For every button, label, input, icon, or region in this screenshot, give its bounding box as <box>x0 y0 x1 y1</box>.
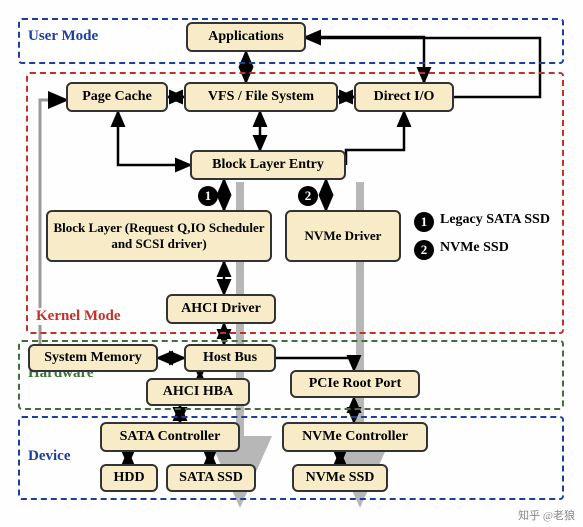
node-system-memory: System Memory <box>28 344 158 372</box>
node-host-bus: Host Bus <box>184 344 276 372</box>
badge-b2: 2 <box>298 186 318 206</box>
node-direct-io: Direct I/O <box>354 82 454 112</box>
badge-b1: 1 <box>198 186 218 206</box>
badge-l2: 2 <box>414 240 434 260</box>
node-vfs: VFS / File System <box>184 82 338 112</box>
node-block-entry: Block Layer Entry <box>190 150 346 180</box>
node-nvme-driver: NVMe Driver <box>285 210 401 262</box>
node-nvme-ssd: NVMe SSD <box>292 464 388 492</box>
node-sata-ctrl: SATA Controller <box>100 422 240 452</box>
badge-l1: 1 <box>414 212 434 232</box>
node-page-cache: Page Cache <box>66 82 168 112</box>
node-sata-ssd: SATA SSD <box>166 464 256 492</box>
node-ahci-driver: AHCI Driver <box>166 294 276 324</box>
region-label-device: Device <box>26 448 72 465</box>
legend-t2: NVMe SSD <box>440 240 509 256</box>
region-label-user-mode: User Mode <box>26 28 100 45</box>
watermark: 知乎 @老狼 <box>518 507 575 523</box>
legend-t1: Legacy SATA SSD <box>440 212 550 228</box>
node-ahci-hba: AHCI HBA <box>146 378 250 406</box>
node-block-layer: Block Layer (Request Q,IO Scheduler and … <box>46 210 272 262</box>
node-nvme-ctrl: NVMe Controller <box>282 422 428 452</box>
node-pcie-root: PCIe Root Port <box>290 370 420 398</box>
node-applications: Applications <box>186 22 306 52</box>
region-label-kernel-mode: Kernel Mode <box>34 308 123 325</box>
node-hdd: HDD <box>100 464 158 492</box>
